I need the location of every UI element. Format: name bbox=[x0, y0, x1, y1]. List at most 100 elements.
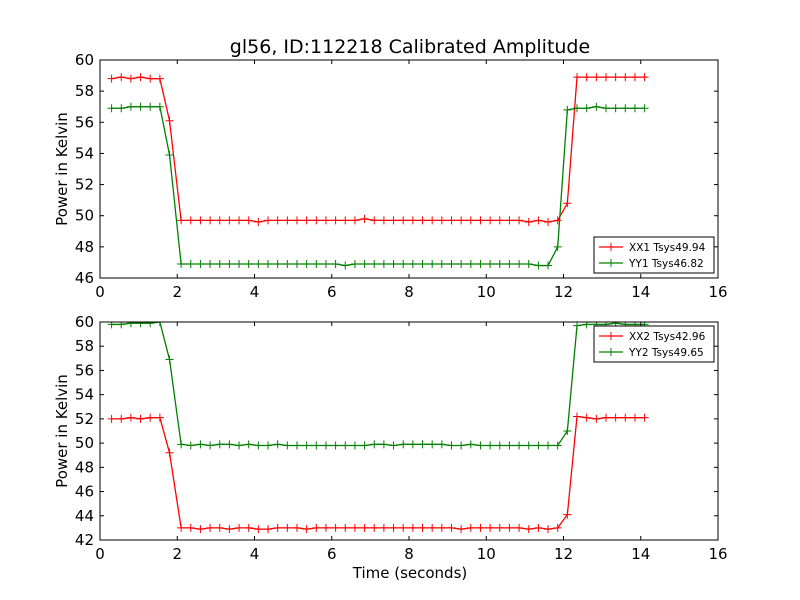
data-point bbox=[206, 441, 215, 450]
data-point bbox=[553, 523, 562, 532]
y-tick-label: 52 bbox=[75, 410, 94, 428]
data-point bbox=[186, 441, 195, 450]
x-tick-label: 0 bbox=[95, 283, 105, 301]
data-point bbox=[640, 413, 649, 422]
data-point bbox=[331, 523, 340, 532]
data-point bbox=[486, 441, 495, 450]
data-point bbox=[177, 259, 186, 268]
data-point bbox=[524, 217, 533, 226]
data-point bbox=[601, 413, 610, 422]
chart-title: gl56, ID:112218 Calibrated Amplitude bbox=[230, 36, 590, 58]
data-point bbox=[196, 216, 205, 225]
data-point bbox=[350, 216, 359, 225]
data-point bbox=[244, 440, 253, 449]
data-point bbox=[476, 259, 485, 268]
legend-marker bbox=[607, 332, 615, 340]
data-point bbox=[592, 73, 601, 82]
data-point bbox=[165, 150, 174, 159]
data-point bbox=[235, 523, 244, 532]
data-point bbox=[486, 523, 495, 532]
data-point bbox=[292, 523, 301, 532]
data-point bbox=[126, 322, 135, 328]
y-tick-label: 54 bbox=[75, 144, 94, 162]
data-point bbox=[264, 216, 273, 225]
data-point bbox=[515, 441, 524, 450]
data-point bbox=[350, 523, 359, 532]
data-point bbox=[292, 259, 301, 268]
data-point bbox=[466, 523, 475, 532]
data-point bbox=[447, 216, 456, 225]
data-point bbox=[389, 523, 398, 532]
data-point bbox=[254, 525, 263, 534]
y-tick-label: 60 bbox=[75, 313, 94, 331]
data-point bbox=[553, 216, 562, 225]
data-point bbox=[215, 440, 224, 449]
data-point bbox=[408, 523, 417, 532]
data-point bbox=[264, 525, 273, 534]
y-tick-label: 46 bbox=[75, 269, 94, 287]
data-point bbox=[273, 440, 282, 449]
data-point bbox=[341, 441, 350, 450]
y-tick-label: 44 bbox=[75, 507, 94, 525]
data-point bbox=[563, 199, 572, 208]
data-point bbox=[165, 355, 174, 364]
data-point bbox=[146, 102, 155, 111]
data-point bbox=[136, 322, 145, 328]
data-point bbox=[601, 104, 610, 113]
data-point bbox=[146, 322, 155, 328]
series-1 bbox=[107, 412, 649, 534]
data-point bbox=[495, 441, 504, 450]
data-point bbox=[254, 259, 263, 268]
data-point bbox=[331, 216, 340, 225]
y-tick-label: 48 bbox=[75, 238, 94, 256]
data-point bbox=[136, 414, 145, 423]
data-point bbox=[486, 216, 495, 225]
data-point bbox=[379, 259, 388, 268]
data-point bbox=[505, 523, 514, 532]
data-point bbox=[573, 322, 582, 330]
data-point bbox=[165, 448, 174, 457]
data-point bbox=[457, 525, 466, 534]
legend-label: YY1 Tsys46.82 bbox=[628, 258, 704, 270]
data-point bbox=[292, 441, 301, 450]
legend-marker bbox=[607, 348, 615, 356]
legend-box bbox=[593, 236, 715, 274]
x-tick-label: 6 bbox=[327, 283, 337, 301]
data-point bbox=[553, 441, 562, 450]
x-tick-label: 16 bbox=[708, 283, 727, 301]
y-tick-label: 52 bbox=[75, 176, 94, 194]
x-tick-label: 12 bbox=[554, 545, 573, 563]
data-point bbox=[321, 441, 330, 450]
y-tick-label: 56 bbox=[75, 361, 94, 379]
data-point bbox=[206, 216, 215, 225]
x-tick-label: 4 bbox=[250, 283, 260, 301]
x-axis-label: Time (seconds) bbox=[352, 564, 468, 582]
x-tick-label: 2 bbox=[172, 545, 182, 563]
data-point bbox=[524, 525, 533, 534]
data-point bbox=[360, 214, 369, 223]
data-point bbox=[428, 523, 437, 532]
data-point bbox=[515, 216, 524, 225]
data-point bbox=[254, 217, 263, 226]
data-point bbox=[601, 73, 610, 82]
data-point bbox=[292, 216, 301, 225]
series-1 bbox=[107, 73, 649, 226]
data-point bbox=[360, 523, 369, 532]
data-point bbox=[136, 102, 145, 111]
data-point bbox=[582, 413, 591, 422]
data-point bbox=[544, 261, 553, 270]
data-point bbox=[457, 441, 466, 450]
data-point bbox=[155, 74, 164, 83]
y-tick-label: 60 bbox=[75, 51, 94, 69]
data-point bbox=[379, 523, 388, 532]
data-point bbox=[408, 259, 417, 268]
data-point bbox=[283, 259, 292, 268]
legend-label: XX2 Tsys42.96 bbox=[629, 331, 706, 343]
data-point bbox=[155, 322, 164, 326]
data-point bbox=[254, 441, 263, 450]
legend-label: YY2 Tsys49.65 bbox=[628, 347, 704, 359]
data-point bbox=[544, 217, 553, 226]
y-tick-label: 54 bbox=[75, 386, 94, 404]
data-point bbox=[273, 216, 282, 225]
